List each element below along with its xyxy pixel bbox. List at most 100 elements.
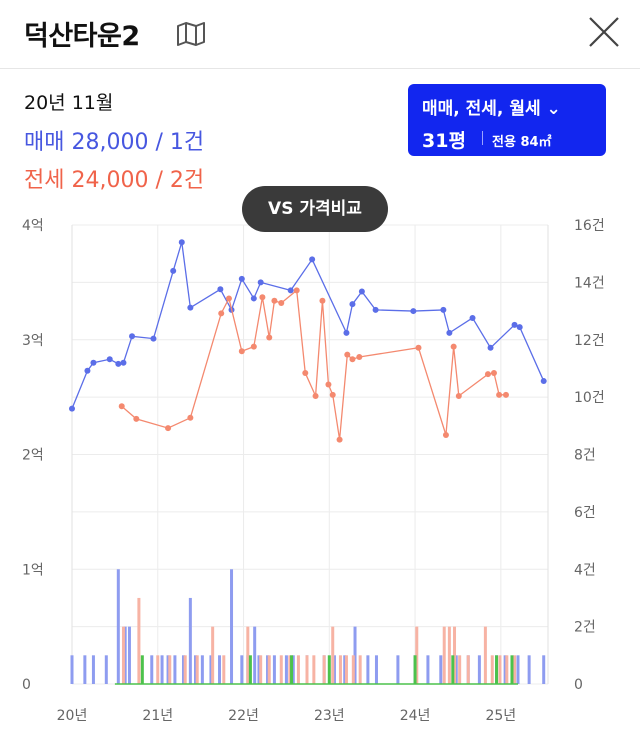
sale-price-point [120,359,127,366]
sale-volume-bar [266,655,270,684]
jeonse-volume-bar [415,626,419,684]
y-right-tick-label: 14건 [574,275,605,291]
sale-volume-bar [218,655,222,684]
sale-volume-bar [127,626,131,684]
jeonse-price-point [349,356,356,363]
sale-volume-bar [257,655,261,684]
area-label: 전용 84㎡ [492,135,552,150]
sale-volume-bar [439,655,443,684]
jeonse-volume-bar [183,655,187,684]
sale-price-point [511,321,518,328]
sale-volume-bar [366,655,370,684]
jeonse-price-point [293,287,300,294]
jeonse-volume-bar [447,626,451,684]
sale-volume-bar [116,569,120,684]
sale-price-point [150,335,157,342]
sale-volume-bar [160,655,164,684]
sale-price-point [446,329,453,336]
jeonse-price-point [484,371,491,378]
map-icon[interactable] [176,22,206,46]
jeonse-volume-bar [288,655,292,684]
jeonse-price-point [325,381,332,388]
sale-price-point [217,286,224,293]
jeonse-volume-bar [312,655,316,684]
sale-volume-bar [477,655,481,684]
y-right-tick-label: 0 [574,677,583,693]
sale-price-point [287,287,294,294]
jeonse-price-point [312,392,319,399]
jeonse-volume-bar [498,655,502,684]
jeonse-summary: 전세 24,000 / 2건 [24,168,205,193]
monthly-volume-bar [413,655,417,684]
jeonse-price-point [266,334,273,341]
jeonse-price-point [455,392,462,399]
jeonse-price-point [490,370,497,377]
size-label: 31평 [422,130,466,152]
jeonse-price-point [496,391,503,398]
sale-volume-bar [353,626,357,684]
sale-volume-bar [542,655,546,684]
price-chart[interactable]: 0 1억 2억 3억 4억 0 2건 4건 6건 8건 10건 12건 14건 16건 20년 21년 22년 2… [0,200,640,743]
x-tick-label: 23년 [314,708,345,724]
sale-volume-bar [454,655,458,684]
sale-price-point [516,324,523,331]
sale-price-point [358,288,365,295]
complex-title: 덕산타운2 [24,21,140,52]
sale-volume-bar [332,655,336,684]
sale-price-point [84,367,91,374]
transaction-date: 20년 11월 [24,92,114,114]
y-right-tick-label: 12건 [574,333,605,349]
sale-price-point [372,306,379,313]
sale-volume-bar [181,655,185,684]
monthly-volume-bar [290,655,294,684]
y-right-tick-label: 8건 [574,448,596,464]
sale-volume-bar [253,626,257,684]
sale-volume-bar [123,626,127,684]
sale-price-point [469,314,476,321]
jeonse-volume-bar [259,655,263,684]
jeonse-volume-bar [322,655,326,684]
sale-price-point [257,279,264,286]
sale-price-point [69,405,75,412]
sale-volume-bar [166,655,170,684]
jeonse-volume-bar [351,655,355,684]
y-right-tick-label: 6건 [574,505,596,521]
jeonse-price-point [238,348,245,355]
jeonse-volume-bar [246,626,250,684]
jeonse-price-point [165,425,172,432]
y-left-tick-label: 0 [22,677,31,693]
jeonse-volume-bar [442,626,446,684]
compare-button[interactable]: VS 가격비교 [242,186,388,232]
jeonse-volume-bar [222,655,226,684]
sale-volume-bar [70,655,74,684]
sale-volume-bar [374,655,378,684]
jeonse-volume-bar [453,626,457,684]
jeonse-volume-bar [358,655,362,684]
jeonse-volume-bar [211,626,215,684]
jeonse-volume-bar [344,655,348,684]
sale-price-point [440,306,447,313]
close-icon[interactable] [586,14,622,50]
jeonse-volume-bar [490,655,494,684]
jeonse-price-line [121,289,506,440]
sale-price-point [129,333,136,340]
jeonse-volume-bar [466,655,470,684]
x-tick-label: 25년 [485,708,516,724]
jeonse-price-point [225,295,232,302]
deal-type-filter-row: 매매, 전세, 월세 ⌄ [422,94,561,119]
jeonse-volume-bar [305,655,309,684]
jeonse-price-point [259,294,266,301]
jeonse-volume-bar [513,655,517,684]
sale-price-point [106,356,113,363]
sale-volume-bar [240,655,244,684]
jeonse-volume-bar [121,626,125,684]
deal-type-filter-button[interactable]: 매매, 전세, 월세 ⌄ 31평 전용 84㎡ [408,84,606,156]
sale-price-point [250,295,257,302]
sale-volume-bar [104,655,108,684]
monthly-volume-bar [510,655,514,684]
jeonse-price-point [218,310,225,317]
jeonse-price-point [302,370,309,377]
sale-volume-bar [173,655,177,684]
jeonse-price-point [133,415,140,422]
sale-volume-bar [91,655,95,684]
